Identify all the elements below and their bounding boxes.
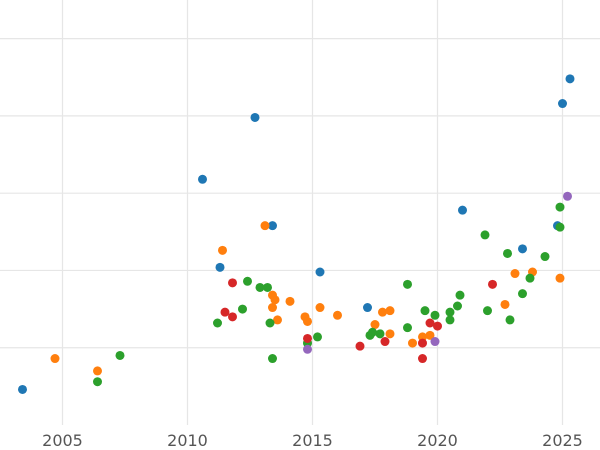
data-point [558,99,567,109]
data-point [418,354,427,364]
data-point [243,276,252,286]
data-point [518,244,527,254]
data-point [238,304,247,314]
data-point [563,191,572,201]
data-point [268,354,277,364]
data-point [510,269,520,279]
data-point [445,307,455,317]
data-point [370,320,380,330]
data-point [220,307,230,317]
data-point [368,327,377,337]
data-point [458,205,467,215]
data-point [315,267,325,277]
data-point [315,303,325,313]
data-point [420,306,430,316]
data-point [555,222,565,232]
data-point [430,310,440,320]
data-point [378,307,387,317]
data-point [375,329,385,339]
data-points [18,74,575,394]
data-point [385,329,395,339]
x-tick-label: 2015 [292,431,333,450]
data-point [433,321,442,331]
data-point [303,316,312,326]
data-point [540,252,550,262]
data-point [500,299,510,309]
data-point [213,318,222,328]
data-point [333,310,342,320]
data-point [425,330,435,340]
data-point [115,350,125,360]
x-tick-label: 2005 [42,431,83,450]
data-point [505,315,515,325]
data-point [430,337,440,347]
data-point [198,174,207,184]
data-point [260,221,270,231]
data-point [50,354,60,364]
data-point [18,384,27,394]
data-point [455,290,465,300]
data-point [268,221,277,231]
grid-layer [0,0,600,425]
data-point [403,279,412,289]
data-point [285,296,295,306]
data-point [518,289,527,299]
data-point [218,245,227,255]
data-point [380,337,390,347]
x-tick-label: 2020 [417,431,458,450]
data-point [565,74,575,84]
data-point [453,301,462,311]
data-point [228,278,237,288]
data-point [418,338,427,348]
data-point [445,315,455,325]
data-point [93,366,102,376]
data-point [483,306,492,316]
data-point [265,318,275,328]
data-point [228,312,237,322]
data-point [418,332,427,342]
data-point [93,377,102,387]
data-point [303,344,312,354]
x-axis-ticks: 2005 2010 2015 2020 2025 [42,431,583,450]
x-tick-label: 2010 [167,431,208,450]
data-point [480,230,490,240]
data-point [313,332,322,342]
data-point [555,202,565,212]
data-point [488,279,497,289]
data-point [385,306,395,316]
data-point [250,112,260,122]
x-tick-label: 2025 [542,431,583,450]
data-point [503,248,512,258]
data-point [270,295,280,305]
data-point [215,262,225,272]
data-point [303,333,312,343]
data-point [273,315,282,325]
data-point [363,303,372,313]
data-point [255,282,265,292]
data-point [268,303,277,313]
data-point [355,341,365,351]
data-point [263,282,272,292]
data-point [525,273,535,283]
data-point [403,323,412,333]
data-point [408,338,417,348]
data-point [425,318,435,328]
data-point [555,273,565,283]
